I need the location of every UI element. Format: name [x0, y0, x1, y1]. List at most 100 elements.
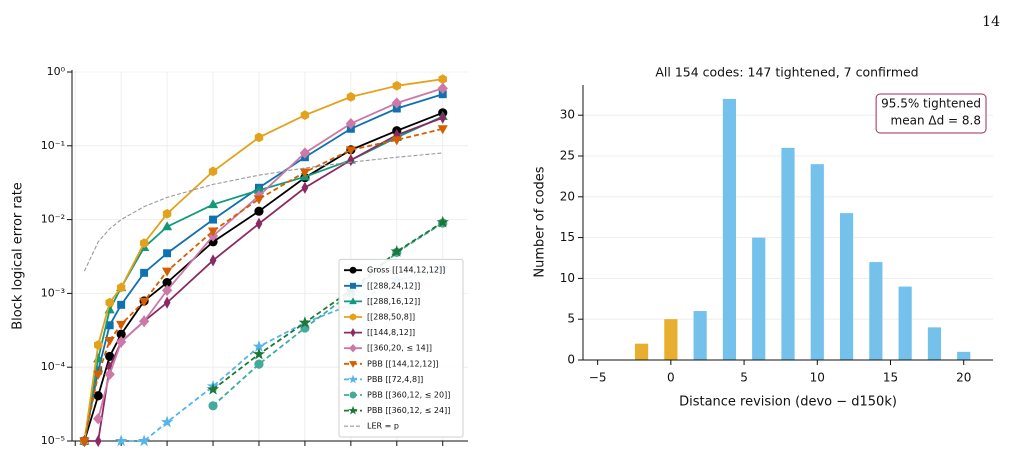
- marker: [208, 401, 218, 411]
- series-line: [83, 93, 443, 442]
- marker: [300, 110, 310, 121]
- x-tick-label: 5: [740, 371, 748, 385]
- y-tick-label: 15: [560, 230, 575, 244]
- marker: [299, 168, 311, 178]
- marker: [209, 254, 217, 267]
- annotation: 95.5% tightened mean Δd = 8.8: [875, 93, 987, 134]
- marker: [93, 413, 104, 425]
- marker: [438, 74, 447, 85]
- marker: [439, 111, 447, 124]
- marker: [349, 361, 357, 368]
- bar: [927, 327, 942, 360]
- bar: [634, 343, 649, 360]
- series-line: [83, 127, 443, 442]
- marker: [116, 282, 126, 293]
- legend-label: PBB [[360,12, ≤ 20]]: [367, 391, 450, 400]
- y-tick-label: 10: [560, 271, 575, 285]
- legend-label: [[288,50,8]]: [367, 313, 415, 322]
- y-tick-label: 10⁻³: [41, 286, 65, 299]
- legend-box: [338, 258, 464, 438]
- series-line: [83, 78, 443, 442]
- marker: [206, 382, 220, 395]
- y-tick-label: 10⁰: [47, 65, 66, 78]
- marker: [115, 434, 128, 447]
- marker: [348, 405, 358, 415]
- marker: [347, 154, 355, 167]
- legend-label: [[288,24,12]]: [367, 281, 420, 290]
- marker: [437, 82, 448, 95]
- y-tick-label: 10⁻⁴: [41, 360, 66, 373]
- marker: [93, 370, 104, 380]
- marker: [163, 249, 172, 258]
- marker: [104, 368, 115, 380]
- bar: [752, 237, 766, 360]
- annotation-text: mean Δd = 8.8: [891, 114, 981, 128]
- marker: [349, 297, 357, 305]
- marker: [104, 336, 115, 346]
- y-tick-label: 25: [560, 148, 575, 162]
- marker: [391, 97, 402, 109]
- x-tick-label: 0: [667, 371, 675, 385]
- marker: [350, 328, 356, 338]
- marker: [301, 181, 309, 194]
- chart-title: All 154 codes: 147 tightened, 7 confirme…: [655, 65, 918, 80]
- marker: [298, 316, 312, 329]
- marker: [349, 391, 357, 399]
- marker: [115, 336, 127, 348]
- x-tick-label: 15: [883, 371, 898, 385]
- y-tick-label: 10⁻²: [41, 213, 65, 226]
- marker: [437, 125, 448, 135]
- marker: [349, 343, 357, 353]
- legend-label: [[144,8,12]]: [367, 328, 415, 337]
- marker: [161, 284, 173, 296]
- marker: [390, 245, 403, 257]
- legend-label: PBB [[360,12, ≤ 24]]: [367, 406, 450, 415]
- legend-label: [[288,16,12]]: [367, 297, 420, 306]
- bar: [810, 164, 824, 360]
- marker: [163, 296, 171, 309]
- page-number: 14: [982, 14, 1000, 30]
- legend-label: PBB [[144,12,12]]: [367, 359, 439, 368]
- marker: [349, 313, 357, 321]
- marker: [117, 300, 126, 309]
- x-tick-label: −5: [589, 371, 607, 385]
- legend-label: [[360,20, ≤ 14]]: [367, 344, 432, 353]
- marker: [350, 282, 356, 289]
- marker: [255, 217, 263, 230]
- marker: [392, 80, 402, 91]
- marker: [209, 215, 218, 224]
- marker: [254, 359, 264, 369]
- marker: [162, 267, 173, 277]
- marker: [94, 434, 102, 448]
- y-tick-label: 10⁻¹: [41, 139, 65, 152]
- marker: [346, 92, 356, 102]
- marker: [140, 268, 149, 277]
- marker: [391, 136, 402, 146]
- y-tick-label: 20: [560, 189, 575, 203]
- y-axis-label: Block logical error rate: [11, 182, 26, 330]
- marker: [139, 238, 149, 248]
- x-tick-label: 10: [810, 371, 825, 385]
- y-tick-label: 5: [567, 312, 575, 326]
- legend-label: PBB [[72,4,8]]: [367, 375, 423, 384]
- marker: [160, 415, 174, 428]
- marker: [299, 147, 311, 159]
- series-line: [212, 221, 444, 391]
- annotation-text: 95.5% tightened: [881, 97, 981, 111]
- y-axis-label: Number of codes: [533, 166, 548, 277]
- y-tick-label: 0: [567, 353, 575, 367]
- marker: [345, 117, 357, 130]
- series-line: [83, 152, 443, 272]
- marker: [93, 340, 103, 350]
- x-axis-label: Distance revision (devo − d150k): [679, 395, 897, 410]
- marker: [162, 208, 172, 219]
- bar: [839, 213, 854, 360]
- bar: [869, 262, 883, 360]
- series-line: [212, 222, 444, 407]
- marker: [253, 195, 265, 205]
- x-tick-label: 20: [956, 371, 971, 385]
- bar: [664, 319, 678, 360]
- marker: [207, 199, 219, 209]
- marker: [138, 315, 150, 327]
